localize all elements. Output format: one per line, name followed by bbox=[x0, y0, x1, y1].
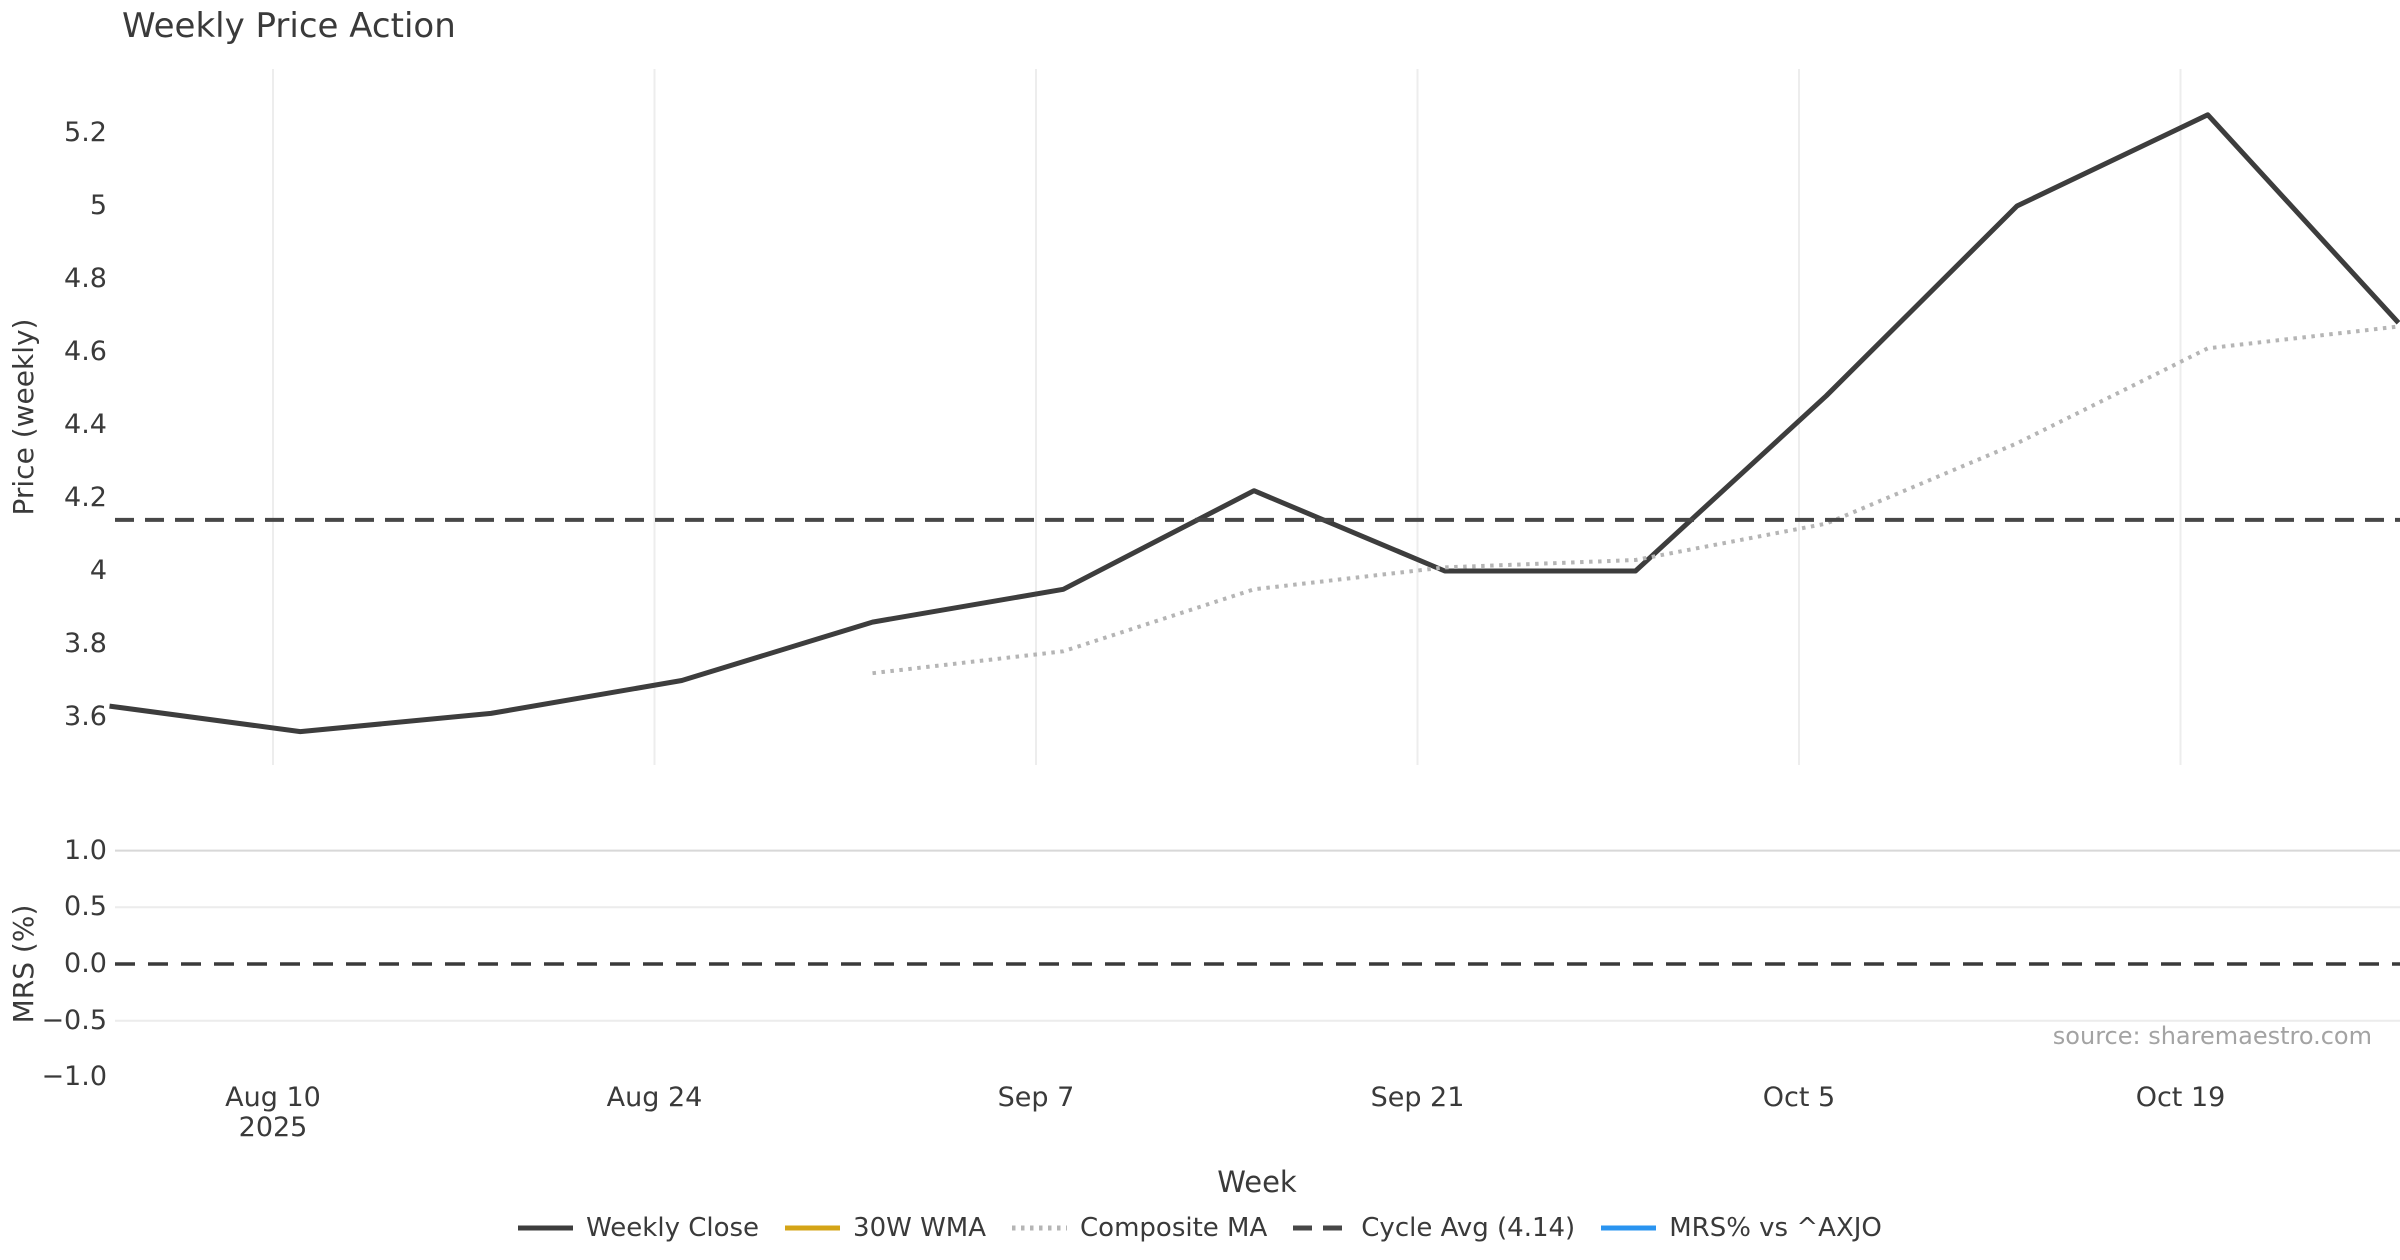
composite-ma-line bbox=[872, 324, 2399, 676]
price-tick-label: 4.2 bbox=[64, 482, 107, 513]
mrs-tick-label: 1.0 bbox=[64, 834, 107, 866]
price-tick-label: 4.4 bbox=[64, 409, 107, 440]
week-tick-label: Oct 19 bbox=[2135, 1082, 2226, 1113]
legend-label: Composite MA bbox=[1080, 1213, 1268, 1243]
source-credit: source: sharemaestro.com bbox=[2052, 1022, 2372, 1050]
price-tick-label: 4.8 bbox=[64, 263, 107, 294]
legend-item: Composite MA bbox=[1012, 1210, 1267, 1246]
legend-label: Weekly Close bbox=[586, 1213, 760, 1243]
week-tick-year-label: 2025 bbox=[238, 1112, 308, 1143]
price-tick-label: 5.2 bbox=[64, 117, 107, 148]
mrs-tick-label: −1.0 bbox=[41, 1061, 107, 1093]
legend-item: Cycle Avg (4.14) bbox=[1293, 1210, 1575, 1246]
legend-item: 30W WMA bbox=[785, 1210, 986, 1246]
week-tick-label: Aug 10 bbox=[225, 1082, 321, 1113]
chart-title: Weekly Price Action bbox=[122, 6, 456, 46]
price-tick-label: 3.6 bbox=[64, 701, 107, 732]
price-tick-label: 4 bbox=[89, 555, 107, 586]
week-tick-label: Aug 24 bbox=[606, 1082, 703, 1113]
week-tick-label: Sep 7 bbox=[997, 1082, 1075, 1113]
legend-swatch-solid bbox=[518, 1225, 574, 1231]
legend-label: MRS% vs ^AXJO bbox=[1669, 1213, 1882, 1243]
week-axis-label: Week bbox=[1217, 1165, 1297, 1199]
legend-swatch-solid bbox=[785, 1225, 841, 1231]
price-tick-label: 3.8 bbox=[64, 628, 107, 659]
legend-swatch-dashed bbox=[1293, 1225, 1349, 1231]
legend-swatch-dotted bbox=[1012, 1225, 1068, 1231]
mrs-tick-label: 0.5 bbox=[64, 891, 107, 923]
mrs-tick-label: −0.5 bbox=[41, 1004, 107, 1036]
legend-item: Weekly Close bbox=[518, 1210, 759, 1246]
week-tick-label: Oct 5 bbox=[1762, 1082, 1836, 1113]
legend-swatch-solid bbox=[1601, 1225, 1657, 1231]
legend-label: 30W WMA bbox=[853, 1213, 987, 1243]
week-tick-label: Sep 21 bbox=[1370, 1082, 1465, 1113]
legend-label: Cycle Avg (4.14) bbox=[1361, 1213, 1576, 1243]
weekly-close-line bbox=[109, 112, 2400, 735]
legend-item: MRS% vs ^AXJO bbox=[1601, 1210, 1882, 1246]
legend: Weekly Close 30W WMA Composite MA Cycle Avg… bbox=[0, 1210, 2400, 1246]
price-tick-label: 5 bbox=[89, 190, 107, 221]
price-tick-label: 4.6 bbox=[64, 336, 107, 367]
mrs-tick-label: 0.0 bbox=[64, 948, 107, 979]
